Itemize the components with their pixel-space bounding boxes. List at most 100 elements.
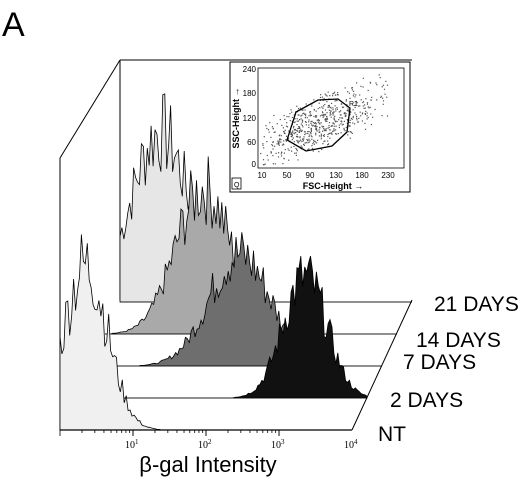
inset-point	[310, 131, 312, 133]
inset-point	[356, 117, 358, 119]
inset-point	[385, 80, 387, 82]
inset-y-tick-label: 120	[243, 114, 257, 123]
inset-point	[276, 123, 278, 125]
inset-point	[338, 126, 340, 129]
inset-point	[272, 163, 274, 165]
inset-point	[298, 131, 300, 133]
inset-point	[274, 163, 276, 165]
inset-point	[263, 147, 265, 149]
x-tick-label: 103	[271, 438, 285, 451]
inset-point	[328, 122, 331, 124]
inset-point	[313, 115, 315, 118]
inset-point	[333, 125, 335, 127]
inset-point	[349, 137, 351, 139]
inset-point	[300, 123, 302, 125]
inset-point	[382, 103, 384, 105]
inset-point	[323, 105, 325, 107]
inset-point	[270, 151, 272, 153]
inset-point	[315, 116, 317, 118]
inset-point	[344, 87, 346, 89]
inset-point	[314, 125, 316, 127]
inset-point	[365, 98, 367, 100]
inset-point	[356, 102, 358, 104]
inset-point	[266, 141, 268, 143]
inset-point	[335, 133, 337, 135]
inset-point	[299, 137, 301, 139]
inset-point	[311, 120, 313, 122]
inset-point	[315, 128, 317, 130]
inset-point	[303, 131, 306, 133]
inset-point	[291, 136, 293, 138]
inset-point	[262, 164, 264, 166]
inset-point	[309, 113, 311, 115]
inset-x-tick-label: 10	[258, 171, 267, 180]
inset-point	[339, 117, 341, 119]
inset-point	[335, 133, 338, 135]
inset-point	[328, 104, 330, 106]
inset-point	[333, 129, 335, 131]
inset-point	[307, 131, 309, 133]
inset-point	[343, 127, 345, 129]
inset-point	[324, 140, 326, 142]
inset-point	[289, 120, 291, 122]
inset-point	[325, 118, 327, 120]
inset-point	[347, 134, 349, 136]
inset-point	[284, 118, 286, 120]
inset-point	[327, 136, 329, 138]
inset-point	[354, 104, 356, 107]
inset-point	[347, 109, 349, 111]
inset-point	[313, 109, 315, 111]
inset-point	[306, 140, 309, 142]
inset-point	[360, 115, 362, 117]
inset-point	[347, 110, 349, 112]
inset-point	[359, 105, 361, 107]
inset-point	[324, 113, 326, 115]
inset-point	[301, 140, 303, 143]
inset-point	[289, 113, 291, 115]
inset-point	[362, 101, 365, 103]
inset-point	[359, 94, 361, 96]
inset-point	[297, 141, 299, 143]
inset-point	[333, 92, 335, 94]
inset-point	[291, 150, 293, 152]
series-label-21-days: 21 DAYS	[434, 293, 519, 316]
inset-point	[325, 120, 327, 122]
inset-point	[305, 103, 307, 105]
inset-point	[294, 152, 296, 154]
inset-point	[320, 138, 322, 140]
inset-point	[382, 84, 384, 86]
inset-point	[341, 121, 343, 123]
inset-point	[336, 121, 338, 123]
inset-point	[302, 139, 304, 141]
inset-point	[337, 92, 339, 94]
inset-point	[308, 124, 310, 126]
inset-point	[360, 85, 362, 87]
inset-point	[318, 135, 320, 137]
inset-point	[323, 130, 325, 132]
inset-point	[332, 112, 334, 114]
inset-point	[332, 107, 334, 109]
inset-point	[379, 77, 381, 79]
inset-point	[355, 114, 357, 116]
inset-point	[283, 144, 285, 146]
inset-point	[326, 95, 328, 97]
inset-point	[280, 153, 282, 155]
inset-point	[290, 132, 293, 134]
inset-point	[330, 113, 332, 115]
inset-point	[293, 133, 295, 135]
inset-point	[277, 140, 279, 142]
inset-point	[340, 114, 342, 116]
inset-point	[334, 115, 336, 117]
inset-point	[323, 97, 325, 100]
inset-point	[356, 82, 358, 84]
inset-point	[300, 118, 302, 120]
inset-point	[308, 135, 310, 138]
inset-point	[322, 114, 324, 116]
inset-point	[332, 95, 334, 97]
inset-point	[349, 122, 351, 124]
inset-point	[354, 123, 356, 125]
inset-point	[320, 122, 322, 124]
inset-point	[318, 119, 320, 121]
inset-point	[325, 128, 327, 130]
